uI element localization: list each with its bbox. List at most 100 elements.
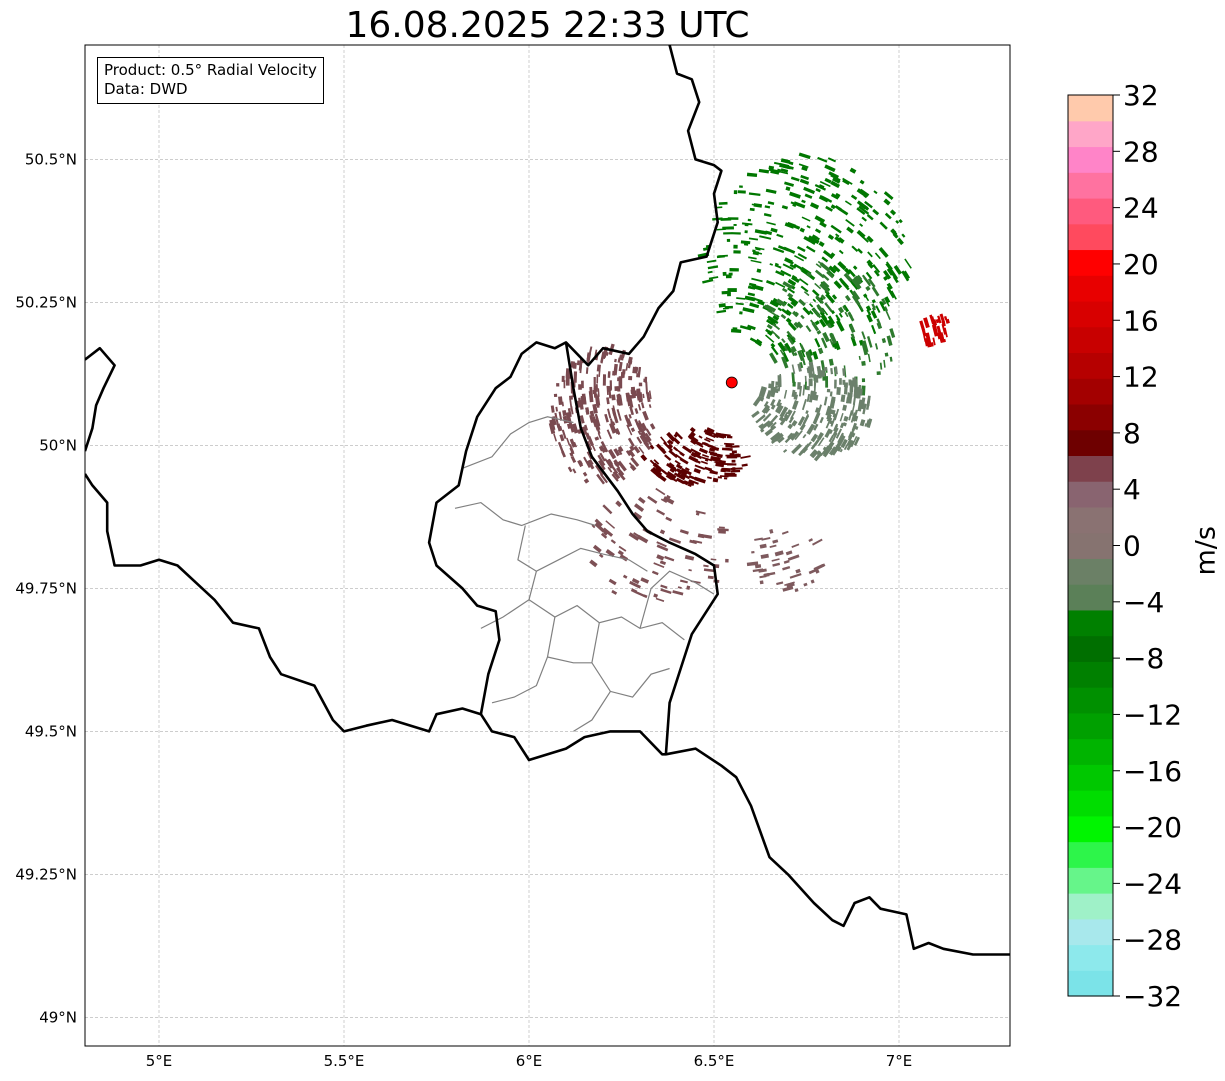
velocity-echo: [825, 405, 832, 417]
velocity-echo: [687, 434, 699, 443]
velocity-echo: [570, 455, 577, 463]
velocity-echo: [774, 264, 782, 269]
velocity-echo: [814, 269, 825, 279]
velocity-echo: [750, 259, 762, 264]
velocity-echo: [553, 393, 558, 398]
velocity-echo: [815, 569, 820, 574]
canton-boundary: [591, 622, 670, 698]
velocity-echo: [769, 529, 774, 534]
colorbar-segment: [1068, 790, 1113, 817]
velocity-echo: [785, 186, 791, 191]
velocity-echo: [602, 527, 614, 537]
velocity-echo: [760, 386, 767, 399]
lat-tick-label: 49.5°N: [25, 722, 77, 740]
colorbar: −32 −28 −24 −20 −16 −12 −8 −4 0 4 8 12 16 20 24 28 32: [1067, 79, 1182, 1013]
velocity-echo: [656, 541, 667, 548]
colorbar-tick-label: −32: [1123, 980, 1182, 1013]
velocity-echo: [800, 174, 810, 181]
velocity-echo: [597, 432, 602, 440]
velocity-echo: [875, 305, 881, 314]
velocity-echo: [799, 227, 805, 233]
velocity-echo: [923, 317, 930, 329]
velocity-echo: [850, 436, 858, 448]
velocity-echo: [629, 360, 633, 365]
velocity-echo: [791, 274, 798, 280]
velocity-echo: [569, 398, 573, 410]
velocity-echo: [607, 386, 612, 392]
velocity-echo: [936, 332, 941, 340]
canton-boundary: [491, 616, 556, 704]
velocity-echo: [769, 299, 780, 308]
velocity-echo: [844, 200, 852, 206]
velocity-echo: [628, 532, 640, 541]
colorbar-segment: [1068, 815, 1113, 843]
velocity-echo: [562, 415, 568, 424]
velocity-echo: [783, 449, 788, 453]
velocity-echo: [752, 568, 764, 573]
velocity-echo: [806, 385, 810, 391]
velocity-echo: [614, 386, 618, 391]
velocity-echo: [625, 362, 629, 371]
velocity-echo: [764, 572, 770, 578]
velocity-echo: [826, 322, 832, 329]
velocity-echo: [556, 383, 560, 387]
velocity-echo: [649, 444, 655, 450]
velocity-echo: [819, 180, 831, 188]
velocity-echo: [557, 441, 565, 454]
velocity-echo: [720, 469, 726, 473]
velocity-echo: [722, 226, 734, 230]
velocity-echo: [794, 430, 803, 441]
velocity-echo: [816, 432, 824, 441]
velocity-echo: [563, 380, 566, 389]
velocity-echo: [808, 390, 814, 403]
velocity-echo: [839, 412, 844, 422]
velocity-echo: [792, 381, 796, 387]
velocity-echo: [787, 259, 794, 265]
velocity-echo: [802, 413, 810, 424]
velocity-echo: [807, 235, 820, 245]
velocity-echo: [838, 312, 843, 318]
velocity-echo: [704, 438, 711, 443]
latitude-ticks: 49°N 49.25°N 49.5°N 49.75°N 50°N 50.25°N 50.5°…: [15, 150, 77, 1026]
velocity-echo: [673, 472, 686, 481]
velocity-echo: [812, 538, 823, 546]
velocity-echo: [765, 188, 777, 194]
velocity-echo: [901, 233, 906, 238]
velocity-echo: [837, 306, 845, 314]
velocity-echo: [788, 161, 794, 166]
velocity-echo: [694, 453, 703, 460]
velocity-echo: [625, 450, 632, 457]
colorbar-tick-label: −28: [1123, 924, 1182, 957]
velocity-echo: [784, 181, 794, 187]
velocity-echo: [873, 190, 878, 195]
velocity-echo: [833, 424, 838, 432]
velocity-echo: [806, 245, 816, 253]
velocity-echo: [751, 277, 763, 283]
velocity-echo: [719, 475, 729, 478]
velocity-echo: [692, 539, 703, 544]
velocity-echo: [848, 324, 856, 334]
velocity-echo: [773, 161, 782, 166]
velocity-echo: [805, 309, 811, 315]
velocity-echo: [883, 191, 894, 201]
velocity-echo: [797, 416, 806, 426]
velocity-echo: [799, 423, 806, 431]
velocity-echo: [765, 328, 773, 336]
velocity-echo: [719, 433, 731, 437]
velocity-echo: [857, 248, 863, 254]
velocity-echo: [777, 170, 789, 175]
velocity-echo: [886, 335, 893, 346]
velocity-echo: [758, 423, 764, 428]
velocity-echo: [893, 233, 899, 239]
velocity-echo: [813, 563, 824, 571]
velocity-echo: [758, 568, 767, 573]
velocity-echo: [594, 395, 601, 406]
velocity-echo: [732, 327, 738, 330]
colorbar-segment: [1068, 970, 1113, 997]
velocity-echo: [819, 347, 824, 354]
velocity-echo: [764, 205, 771, 209]
velocity-echo: [612, 470, 621, 480]
velocity-echo: [829, 338, 834, 346]
velocity-echo: [668, 449, 678, 459]
velocity-echo: [777, 436, 785, 444]
